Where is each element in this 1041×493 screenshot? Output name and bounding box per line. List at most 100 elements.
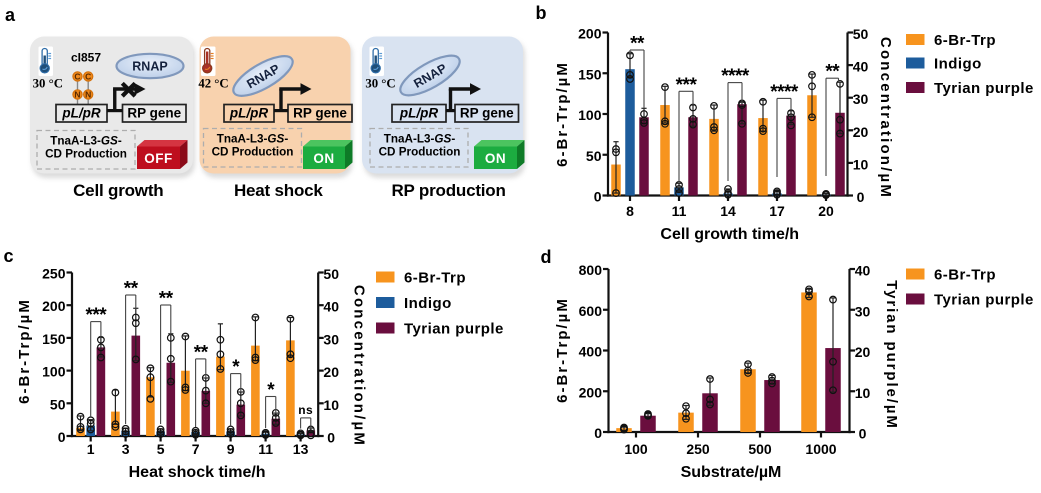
svg-text:3: 3: [122, 441, 130, 457]
svg-text:600: 600: [579, 303, 603, 319]
svg-text:****: ****: [770, 82, 799, 103]
svg-text:30 °C: 30 °C: [365, 76, 395, 90]
svg-text:40: 40: [855, 263, 871, 279]
svg-text:100: 100: [578, 107, 602, 123]
svg-text:0: 0: [58, 429, 66, 445]
svg-text:6-Br-Trp/µM: 6-Br-Trp/µM: [16, 298, 33, 404]
svg-text:CD Production: CD Production: [45, 148, 127, 161]
svg-text:ns: ns: [298, 403, 313, 417]
svg-text:6-Br-Trp: 6-Br-Trp: [934, 267, 996, 284]
svg-text:pL/pR: pL/pR: [61, 106, 100, 121]
svg-text:250: 250: [686, 441, 710, 457]
svg-text:5: 5: [157, 441, 165, 457]
svg-text:pL/pR: pL/pR: [399, 106, 438, 121]
svg-text:30: 30: [855, 303, 871, 319]
svg-text:20: 20: [818, 203, 834, 219]
svg-text:50: 50: [853, 26, 869, 42]
svg-text:Concentration/µM: Concentration/µM: [351, 285, 368, 447]
svg-text:0: 0: [327, 430, 335, 446]
svg-text:6-Br-Trp/µM: 6-Br-Trp/µM: [554, 61, 571, 167]
svg-text:N: N: [85, 90, 91, 100]
svg-text:10: 10: [855, 385, 871, 401]
svg-text:**: **: [194, 342, 209, 363]
svg-text:0: 0: [594, 425, 602, 441]
svg-text:**: **: [825, 62, 840, 83]
svg-text:*: *: [232, 357, 240, 378]
svg-text:*: *: [267, 380, 275, 401]
svg-text:100: 100: [42, 364, 66, 380]
svg-text:c: c: [3, 246, 13, 266]
svg-text:OFF: OFF: [144, 151, 173, 166]
svg-text:200: 200: [42, 298, 66, 314]
svg-text:40: 40: [323, 299, 339, 315]
svg-text:***: ***: [676, 75, 698, 96]
svg-text:250: 250: [42, 266, 66, 282]
svg-text:6-Br-Trp: 6-Br-Trp: [934, 32, 996, 49]
svg-text:20: 20: [323, 364, 339, 380]
svg-text:11: 11: [258, 441, 273, 457]
svg-text:N: N: [74, 90, 80, 100]
svg-text:RP production: RP production: [391, 181, 505, 200]
svg-text:RP gene: RP gene: [460, 106, 514, 121]
svg-text:6-Br-Trp/µM: 6-Br-Trp/µM: [554, 297, 571, 403]
svg-text:CD Production: CD Production: [379, 146, 461, 159]
svg-text:200: 200: [578, 26, 602, 42]
svg-text:150: 150: [578, 66, 602, 82]
svg-text:RP gene: RP gene: [127, 106, 181, 121]
svg-text:0: 0: [859, 426, 867, 442]
svg-text:11: 11: [672, 203, 687, 219]
svg-text:a: a: [5, 5, 16, 25]
svg-text:8: 8: [626, 203, 634, 219]
svg-text:Tyrian purple: Tyrian purple: [404, 321, 504, 338]
svg-text:150: 150: [42, 331, 66, 347]
svg-text:42 °C: 42 °C: [198, 76, 228, 90]
svg-text:50: 50: [323, 266, 339, 282]
svg-text:d: d: [541, 247, 552, 267]
svg-text:13: 13: [293, 441, 309, 457]
svg-text:7: 7: [192, 441, 200, 457]
svg-text:50: 50: [586, 148, 602, 164]
svg-text:1000: 1000: [805, 441, 836, 457]
svg-text:0: 0: [594, 189, 602, 205]
svg-text:C: C: [85, 72, 91, 82]
svg-text:9: 9: [227, 441, 235, 457]
svg-text:Indigo: Indigo: [934, 56, 982, 73]
svg-text:0: 0: [857, 189, 865, 205]
svg-text:40: 40: [853, 59, 869, 75]
svg-text:14: 14: [720, 203, 736, 219]
svg-text:Heat shock time/h: Heat shock time/h: [129, 464, 266, 481]
svg-text:50: 50: [50, 396, 66, 412]
svg-text:200: 200: [579, 384, 603, 400]
svg-text:CD Production: CD Production: [212, 146, 294, 159]
svg-text:**: **: [159, 289, 174, 310]
svg-text:ON: ON: [313, 151, 334, 166]
svg-text:30 °C: 30 °C: [33, 76, 63, 90]
svg-text:RP gene: RP gene: [293, 106, 347, 121]
svg-text:Tyrian purple: Tyrian purple: [934, 80, 1034, 97]
svg-text:10: 10: [853, 156, 869, 172]
svg-text:**: **: [630, 34, 645, 55]
svg-text:Substrate/µM: Substrate/µM: [681, 464, 782, 481]
svg-text:Tyrian purple: Tyrian purple: [934, 292, 1034, 309]
svg-text:20: 20: [855, 344, 871, 360]
svg-text:17: 17: [769, 203, 785, 219]
svg-text:TnaA-L3-GS-: TnaA-L3-GS-: [217, 132, 289, 145]
svg-text:500: 500: [748, 441, 772, 457]
svg-text:TnaA-L3-GS-: TnaA-L3-GS-: [384, 132, 456, 145]
svg-text:ON: ON: [485, 151, 506, 166]
svg-text:Concentration/µM: Concentration/µM: [877, 37, 894, 199]
svg-text:cI857: cI857: [71, 51, 101, 65]
svg-text:****: ****: [721, 66, 750, 87]
svg-text:800: 800: [579, 262, 603, 278]
svg-text:***: ***: [85, 305, 107, 326]
svg-text:1: 1: [87, 441, 95, 457]
svg-text:Indigo: Indigo: [404, 295, 452, 312]
svg-text:TnaA-L3-GS-: TnaA-L3-GS-: [50, 134, 122, 147]
svg-text:400: 400: [579, 344, 603, 360]
svg-text:20: 20: [853, 124, 869, 140]
svg-text:**: **: [124, 279, 139, 300]
svg-text:6-Br-Trp: 6-Br-Trp: [404, 270, 466, 287]
svg-text:10: 10: [323, 397, 339, 413]
svg-text:RNAP: RNAP: [132, 60, 167, 74]
svg-text:30: 30: [853, 91, 869, 107]
